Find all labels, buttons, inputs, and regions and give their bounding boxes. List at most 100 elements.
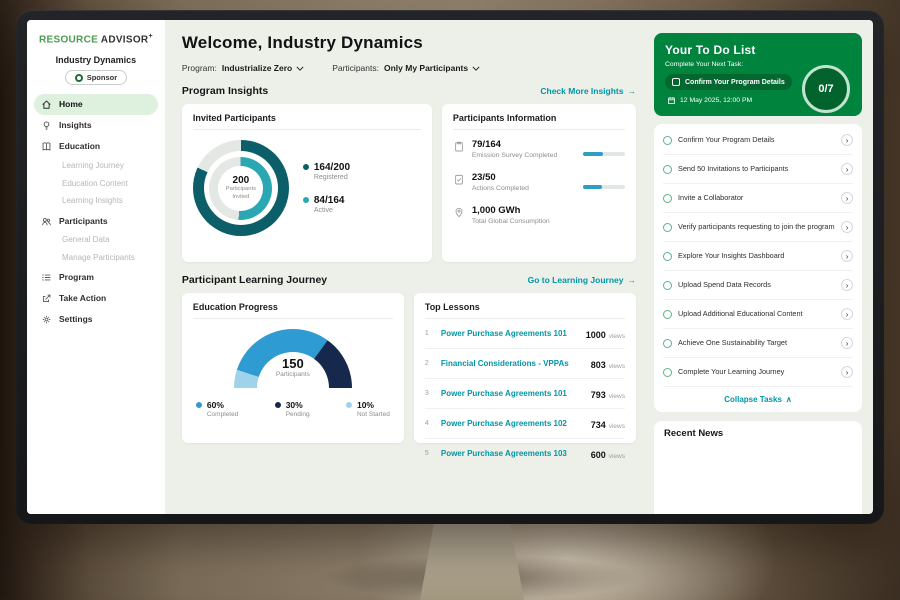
lesson-link[interactable]: Power Purchase Agreements 101 — [440, 389, 567, 398]
todo-task-item[interactable]: Upload Spend Data Records › — [663, 271, 853, 300]
todo-task-item[interactable]: Achieve One Sustainability Target › — [663, 329, 853, 358]
sidebar-item-settings[interactable]: Settings — [27, 309, 165, 330]
legend-label: Registered — [313, 174, 348, 181]
collapse-tasks-link[interactable]: Collapse Tasks ∧ — [663, 387, 853, 412]
arrow-right-icon: → — [627, 275, 637, 285]
lesson-link[interactable]: Power Purchase Agreements 102 — [440, 419, 567, 428]
task-checkbox[interactable] — [663, 309, 672, 319]
todo-task-item[interactable]: Explore Your Insights Dashboard › — [663, 242, 853, 271]
program-filter-value: Industrialize Zero — [221, 63, 293, 73]
task-checkbox[interactable] — [663, 222, 672, 232]
page-title: Welcome, Industry Dynamics — [181, 33, 423, 52]
donut-center-value: 200 — [232, 175, 250, 187]
sidebar-item-education-content[interactable]: Education Content — [27, 175, 165, 193]
sidebar-item-take-action[interactable]: Take Action — [27, 288, 165, 309]
chevron-right-icon[interactable]: › — [841, 337, 853, 349]
chevron-down-icon — [472, 66, 480, 71]
lesson-link[interactable]: Financial Considerations - VPPAs — [440, 359, 569, 368]
sidebar-item-general-data[interactable]: General Data — [27, 232, 165, 250]
logo-text-primary: RESOURCE — [39, 34, 99, 46]
next-task-pill[interactable]: Confirm Your Program Details — [665, 74, 792, 90]
task-label: Invite a Collaborator — [678, 193, 744, 203]
task-checkbox[interactable] — [663, 164, 672, 174]
program-filter[interactable]: Program: Industrialize Zero — [182, 63, 304, 73]
sidebar-item-home[interactable]: Home — [34, 94, 158, 116]
todo-progress-ring: 0/7 — [802, 65, 850, 113]
sidebar-item-learning-insights[interactable]: Learning Insights — [27, 193, 165, 211]
link-label: Go to Learning Journey — [527, 275, 624, 285]
todo-task-item[interactable]: Invite a Collaborator › — [663, 184, 853, 213]
lesson-views-label: views — [608, 362, 625, 370]
gear-icon — [42, 316, 51, 324]
lesson-link[interactable]: Power Purchase Agreements 103 — [440, 449, 567, 458]
logo-plus: + — [148, 33, 153, 40]
monitor-bezel: RESOURCE ADVISOR+ Industry Dynamics Spon… — [16, 10, 884, 524]
todo-task-item[interactable]: Complete Your Learning Journey › — [663, 358, 853, 387]
sidebar-item-manage-participants[interactable]: Manage Participants — [27, 250, 165, 268]
stat-value: 79/164 — [471, 139, 501, 150]
legend-value: 10% — [356, 400, 374, 410]
chevron-right-icon[interactable]: › — [841, 221, 853, 233]
chevron-right-icon[interactable]: › — [841, 279, 853, 291]
chevron-right-icon[interactable]: › — [841, 134, 853, 146]
arrow-right-icon: → — [627, 86, 637, 96]
check-more-insights-link[interactable]: Check More Insights → — [540, 86, 636, 96]
lesson-row: 4 Power Purchase Agreements 102 734 views — [424, 409, 625, 439]
sidebar-item-label: Settings — [59, 314, 93, 325]
registered-dot — [302, 164, 309, 170]
insights-cards-row: Invited Participants 200 Participants In… — [181, 104, 636, 262]
task-checkbox[interactable] — [663, 338, 672, 348]
task-label: Upload Additional Educational Content — [678, 309, 803, 319]
chevron-right-icon[interactable]: › — [841, 308, 853, 320]
legend-value: 84/164 — [313, 195, 345, 206]
chevron-right-icon[interactable]: › — [841, 163, 853, 175]
todo-task-item[interactable]: Confirm Your Program Details › — [663, 126, 853, 155]
lesson-rank: 2 — [424, 360, 429, 367]
recent-news-header[interactable]: Recent News — [654, 421, 862, 514]
lesson-link[interactable]: Power Purchase Agreements 101 — [440, 329, 567, 338]
main-content: Welcome, Industry Dynamics Program: Indu… — [165, 20, 649, 514]
sidebar-item-label: Learning Insights — [62, 196, 123, 206]
sidebar-item-education[interactable]: Education — [27, 136, 165, 157]
role-badge: Sponsor — [64, 70, 128, 86]
go-to-learning-journey-link[interactable]: Go to Learning Journey → — [528, 275, 636, 285]
lesson-views-label: views — [608, 392, 625, 400]
task-checkbox[interactable] — [663, 367, 672, 377]
chevron-right-icon[interactable]: › — [841, 366, 853, 378]
stat-global-consumption: 1,000 GWh Total Global Consumption — [453, 205, 625, 226]
sidebar-item-insights[interactable]: Insights — [27, 115, 165, 136]
sidebar-item-program[interactable]: Program — [27, 267, 165, 288]
task-checkbox[interactable] — [663, 193, 672, 203]
app-logo: RESOURCE ADVISOR+ — [27, 30, 165, 49]
task-label: Verify participants requesting to join t… — [678, 222, 835, 232]
completed-dot — [195, 402, 202, 408]
sidebar-item-label: Education Content — [62, 178, 128, 188]
task-checkbox[interactable] — [663, 135, 672, 145]
task-checkbox[interactable] — [663, 251, 672, 261]
sidebar-item-learning-journey[interactable]: Learning Journey — [27, 157, 165, 175]
todo-task-item[interactable]: Verify participants requesting to join t… — [663, 213, 853, 242]
lesson-views-label: views — [608, 332, 625, 340]
task-label: Upload Spend Data Records — [678, 280, 771, 290]
lesson-views: 793 — [590, 389, 606, 400]
gauge-center-value: 150 — [282, 356, 304, 371]
gauge-center-label: 150 Participants — [234, 356, 352, 378]
actions-icon — [455, 175, 463, 185]
task-checkbox[interactable] — [663, 280, 672, 290]
sidebar-item-label: Participants — [59, 215, 108, 226]
lesson-views: 1000 — [585, 329, 606, 340]
chevron-right-icon[interactable]: › — [841, 250, 853, 262]
todo-task-item[interactable]: Send 50 Invitations to Participants › — [663, 155, 853, 184]
participants-filter[interactable]: Participants: Only My Participants — [332, 63, 480, 73]
actions-progress-bar — [582, 185, 625, 190]
legend-item-registered: 164/200 Registered — [302, 162, 350, 181]
task-checkbox-icon[interactable] — [672, 78, 680, 86]
active-donut-ring: 200 Participants Invited — [209, 156, 273, 220]
chevron-right-icon[interactable]: › — [841, 192, 853, 204]
calendar-icon — [668, 97, 675, 104]
todo-task-item[interactable]: Upload Additional Educational Content › — [663, 300, 853, 329]
sidebar-item-participants[interactable]: Participants — [27, 211, 165, 232]
todo-subtitle: Complete Your Next Task: — [665, 61, 744, 68]
due-date-text: 12 May 2025, 12:00 PM — [680, 97, 753, 104]
lesson-row: 2 Financial Considerations - VPPAs 803 vi… — [424, 349, 625, 379]
